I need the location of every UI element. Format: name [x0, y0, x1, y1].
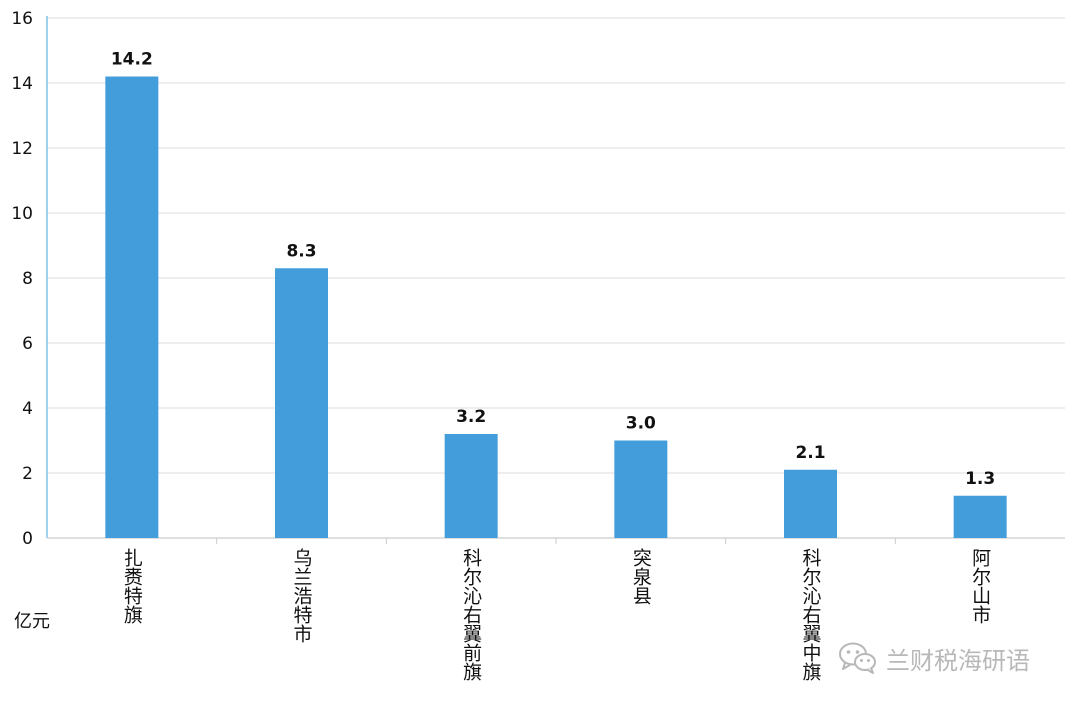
x-tick-label: 扎赉特旗	[120, 548, 143, 624]
y-tick-label: 0	[22, 529, 33, 549]
data-label: 8.3	[286, 241, 316, 261]
bar	[275, 268, 328, 538]
gridlines	[47, 17, 1065, 474]
y-tick-label: 4	[22, 399, 33, 419]
bar	[105, 76, 159, 538]
y-tick-label: 6	[22, 334, 33, 354]
x-tick-label: 科尔沁右翼前旗	[460, 548, 483, 681]
y-tick-label: 12	[11, 139, 33, 159]
wechat-icon	[839, 642, 876, 674]
data-label: 14.2	[111, 50, 153, 70]
x-tick-label: 突泉县	[629, 548, 652, 605]
x-tick-label: 乌兰浩特市	[290, 548, 313, 643]
y-tick-label: 10	[11, 204, 33, 224]
data-label: 2.1	[795, 443, 825, 463]
bar	[444, 434, 498, 538]
y-tick-label: 8	[22, 269, 33, 289]
data-label: 3.0	[626, 414, 656, 434]
y-tick-label: 16	[11, 9, 33, 29]
data-labels: 14.2 8.3 3.2 3.0 2.1 1.3	[111, 50, 995, 489]
y-tick-labels: 0 2 4 6 8 10 12 14 16	[11, 9, 33, 549]
watermark: 兰财税海研语	[838, 640, 1030, 676]
x-tick-label: 阿尔山市	[969, 548, 992, 624]
axes	[46, 16, 1065, 544]
bar	[953, 495, 1007, 538]
data-label: 1.3	[965, 469, 995, 489]
watermark-text: 兰财税海研语	[886, 646, 1030, 675]
data-label: 3.2	[456, 407, 486, 427]
bars	[105, 76, 1007, 538]
bar	[784, 469, 837, 538]
y-tick-label: 14	[11, 74, 33, 94]
bar	[614, 440, 668, 538]
y-axis-unit-label: 亿元	[14, 611, 50, 632]
x-tick-label: 科尔沁右翼中旗	[799, 548, 822, 681]
y-tick-label: 2	[22, 464, 33, 484]
